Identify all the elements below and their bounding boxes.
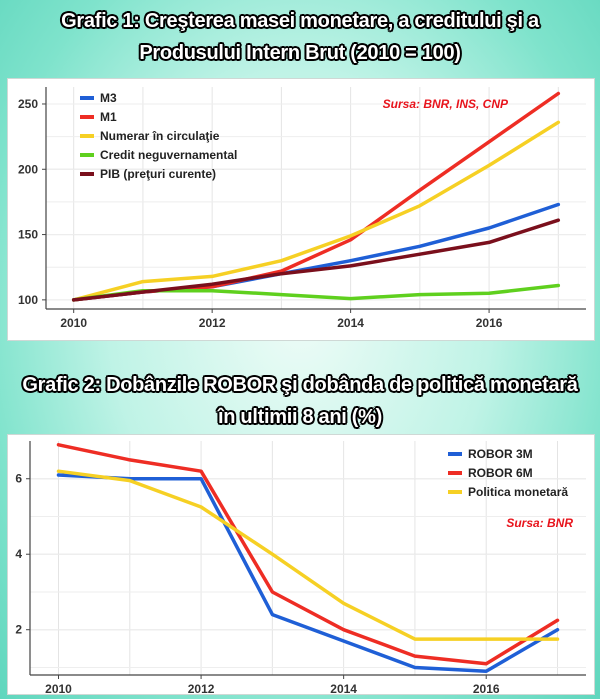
chart1-xtick-label: 2016 bbox=[476, 316, 503, 330]
chart2-ytick-label: 4 bbox=[15, 547, 22, 561]
chart1-title-line2: Produsului Intern Brut (2010 = 100) bbox=[139, 42, 461, 64]
chart1-legend-label: Numerar în circulaţie bbox=[100, 129, 220, 143]
chart2-source: Sursa: BNR bbox=[506, 516, 573, 530]
chart1-ytick-label: 250 bbox=[18, 97, 38, 111]
chart1-ytick-label: 200 bbox=[18, 162, 38, 176]
chart2-title-line1: Grafic 2: Dobânzile ROBOR şi dobânda de … bbox=[22, 374, 578, 396]
chart2-title-line2: în ultimii 8 ani (%) bbox=[217, 406, 382, 428]
chart2-svg: 2 4 6 2010 2012 2014 2016 ROBOR 3M ROBOR 6M Polit… bbox=[15, 441, 586, 696]
chart2-series-robor-3m-line bbox=[56, 473, 560, 673]
chart1-ytick-label: 150 bbox=[18, 228, 38, 242]
chart2-ytick-label: 2 bbox=[15, 623, 22, 637]
chart1-legend-label: M3 bbox=[100, 91, 117, 105]
chart1-xtick-label: 2012 bbox=[199, 316, 226, 330]
chart1-ytick-label: 100 bbox=[18, 293, 38, 307]
chart2-legend-label: ROBOR 6M bbox=[468, 466, 533, 480]
chart2-ytick-label: 6 bbox=[15, 472, 22, 486]
chart2-legend-label: Politica monetară bbox=[468, 485, 568, 499]
chart1-xtick-label: 2014 bbox=[337, 316, 364, 330]
chart1-legend-label: PIB (preţuri curente) bbox=[100, 167, 216, 181]
chart1-xtick-label: 2010 bbox=[60, 316, 87, 330]
chart1-legend-label: M1 bbox=[100, 110, 117, 124]
chart2-legend-label: ROBOR 3M bbox=[468, 447, 533, 461]
chart2-xtick-label: 2010 bbox=[45, 682, 72, 694]
chart1-svg: 100 150 200 250 2010 2012 2014 2016 M3 M1 Numerar … bbox=[18, 87, 586, 330]
chart1-series-pib-pre-uri-curente--line bbox=[71, 218, 561, 302]
chart1-source: Sursa: BNR, INS, CNP bbox=[383, 97, 509, 111]
chart1-series-m3-line bbox=[71, 202, 561, 302]
chart2-xtick-label: 2014 bbox=[330, 682, 357, 694]
chart2-xtick-label: 2012 bbox=[188, 682, 215, 694]
chart2-series-robor-6m-line bbox=[56, 443, 560, 666]
chart1-panel: 100 150 200 250 2010 2012 2014 2016 M3 M1 Numerar … bbox=[7, 78, 595, 341]
chart1-title-line1: Grafic 1: Creşterea masei monetare, a cr… bbox=[61, 10, 539, 32]
chart1-series-numerar-n-circula-ie-line bbox=[71, 120, 561, 302]
chart2-panel: 2 4 6 2010 2012 2014 2016 ROBOR 3M ROBOR 6M Polit… bbox=[7, 434, 595, 696]
chart2-series-politica-monetar--line bbox=[56, 469, 560, 641]
chart1-legend-label: Credit neguvernamental bbox=[100, 148, 237, 162]
chart2-xtick-label: 2016 bbox=[473, 682, 500, 694]
